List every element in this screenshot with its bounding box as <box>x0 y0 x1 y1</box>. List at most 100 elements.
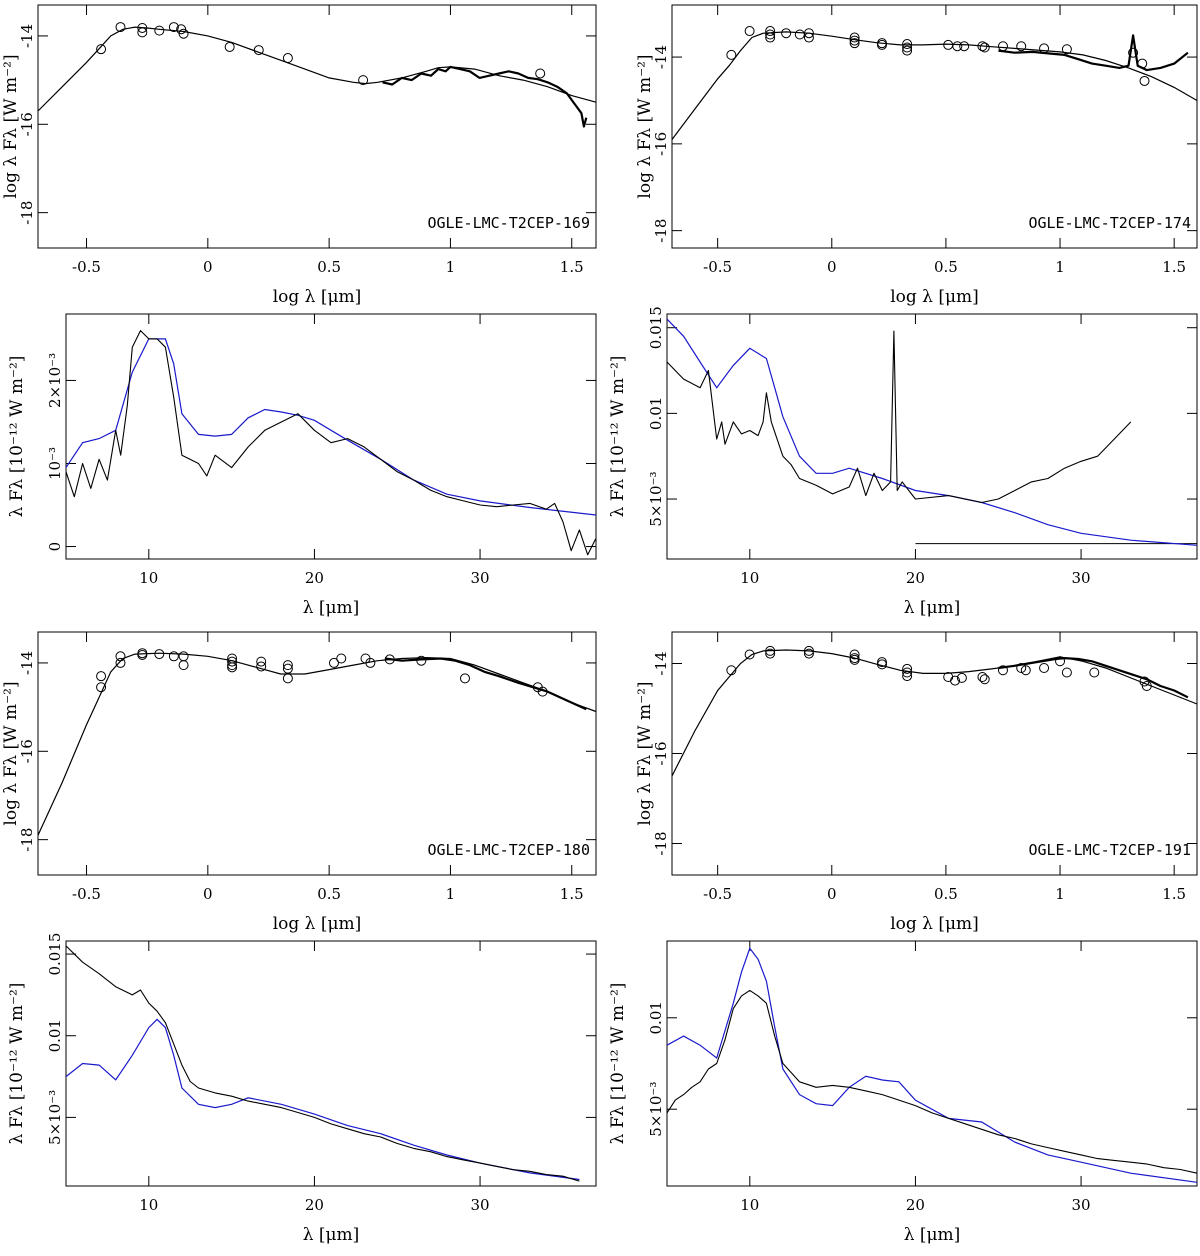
y-tick-label: 0.015 <box>46 933 64 976</box>
object-label: OGLE-LMC-T2CEP-169 <box>427 214 590 232</box>
series-spectrum <box>65 330 597 556</box>
x-tick-label: 1.5 <box>1162 258 1186 276</box>
x-tick-label: -0.5 <box>72 885 101 903</box>
y-tick-label: -14 <box>652 651 670 675</box>
y-axis-label: log λ Fλ [W m⁻²] <box>1 54 21 198</box>
photometry-point <box>537 686 548 697</box>
photometry-point <box>178 660 189 671</box>
photometry-point <box>168 651 179 662</box>
x-tick-label: 30 <box>1072 1196 1091 1214</box>
x-tick-label: 0 <box>827 258 837 276</box>
y-axis-label: log λ Fλ [W m⁻²] <box>635 681 655 825</box>
photometry-point <box>1139 676 1150 687</box>
series-spectrum <box>998 656 1189 699</box>
y-tick-label: 5×10⁻³ <box>647 1082 665 1137</box>
panel-sed-191: -0.5 0 0.5 1 1.5 -14 -16 -18 log λ [μm] log λ Fλ … <box>635 631 1198 934</box>
photometry-point <box>1137 58 1148 69</box>
photometry-point <box>282 673 293 684</box>
plot-frame <box>671 4 1198 249</box>
y-tick-label: -18 <box>652 831 670 855</box>
photometry-point <box>115 651 126 662</box>
photometry-point <box>849 35 860 46</box>
y-axis-label: λ Fλ [10⁻¹² W m⁻²] <box>608 356 628 518</box>
photometry-point <box>384 654 395 665</box>
y-axis-label: log λ Fλ [W m⁻²] <box>635 54 655 198</box>
photometry-point <box>137 22 148 33</box>
photometry-point <box>744 26 755 37</box>
photometry-point <box>416 655 427 666</box>
photometry-point <box>365 657 376 668</box>
plot-frame <box>65 940 597 1187</box>
photometry-point <box>943 672 954 682</box>
x-tick-label: 20 <box>305 569 324 587</box>
y-tick-label: 2×10⁻³ <box>46 353 64 408</box>
series-spectrum <box>666 330 1132 504</box>
y-axis-label: λ Fλ [10⁻¹² W m⁻²] <box>608 983 628 1145</box>
x-tick-label: 30 <box>471 569 490 587</box>
y-tick-label: -14 <box>18 24 36 48</box>
photometry-point <box>952 41 963 52</box>
photometry-point <box>154 649 165 660</box>
photometry-point <box>358 75 369 86</box>
photometry-point <box>877 39 887 50</box>
photometry-point <box>765 648 776 659</box>
y-tick-label: -14 <box>652 45 670 69</box>
photometry-point <box>96 44 107 55</box>
photometry-point <box>1061 44 1072 55</box>
y-tick-label: -16 <box>18 112 36 136</box>
x-axis-label: log λ [μm] <box>273 914 362 934</box>
photometry-point <box>849 32 860 43</box>
panel-irs-169: 10 20 30 0 10⁻³ 2×10⁻³ λ [μm] λ Fλ [10⁻¹² W m⁻²… <box>7 313 597 618</box>
y-tick-label: 0.015 <box>647 306 665 349</box>
panel-sed-174: -0.5 0 0.5 1 1.5 -14 -16 -18 log λ [μm] log λ Fλ … <box>635 4 1198 307</box>
photometry-point <box>336 653 347 664</box>
photometry-point <box>459 673 470 684</box>
photometry-point <box>979 42 990 53</box>
photometry-point <box>765 29 776 40</box>
series-spectrum <box>382 65 588 128</box>
photometry-point <box>803 645 814 656</box>
x-axis-label: log λ [μm] <box>273 287 362 307</box>
panel-irs-191: 10 20 30 5×10⁻³ 0.01 λ [μm] λ Fλ [10⁻¹² W m⁻²] <box>608 940 1198 1245</box>
photometry-point <box>328 657 339 668</box>
photometry-point <box>178 28 189 39</box>
y-axis-label: λ Fλ [10⁻¹² W m⁻²] <box>7 983 27 1145</box>
x-tick-label: 0 <box>203 258 213 276</box>
photometry-point <box>535 68 546 79</box>
y-tick-label: -18 <box>18 201 36 225</box>
y-tick-label: 0.01 <box>647 397 665 430</box>
photometry-point <box>154 25 165 36</box>
panel-sed-180: -0.5 0 0.5 1 1.5 -14 -16 -18 log λ [μm] log λ Fλ … <box>1 631 597 934</box>
x-axis-label: log λ [μm] <box>890 914 979 934</box>
x-tick-label: 1.5 <box>560 258 584 276</box>
photometry-point <box>902 667 913 678</box>
photometry-point <box>902 39 913 50</box>
x-tick-label: 1 <box>1055 258 1065 276</box>
photometry-point <box>803 32 814 43</box>
plot-frame <box>666 940 1198 1187</box>
series-model <box>666 947 1198 1183</box>
y-tick-label: -16 <box>18 739 36 763</box>
x-axis-label: λ [μm] <box>904 598 961 618</box>
object-label: OGLE-LMC-T2CEP-180 <box>427 841 590 859</box>
x-tick-label: 20 <box>305 1196 324 1214</box>
photometry-point <box>765 32 776 43</box>
photometry-point <box>282 53 293 64</box>
photometry-point <box>794 29 805 40</box>
photometry-point <box>744 649 755 660</box>
photometry-point <box>902 671 913 682</box>
photometry-point <box>1128 47 1139 58</box>
photometry-point <box>168 22 179 33</box>
x-tick-label: 0.5 <box>934 885 958 903</box>
series-model <box>666 318 1198 546</box>
panel-irs-180: 10 20 30 5×10⁻³ 0.01 0.015 λ [μm] λ Fλ [10⁻¹² W… <box>7 933 597 1245</box>
y-axis-label: log λ Fλ [W m⁻²] <box>1 681 21 825</box>
x-axis-label: λ [μm] <box>904 1225 961 1245</box>
y-tick-label: 0.01 <box>46 1019 64 1052</box>
y-tick-label: -18 <box>652 219 670 243</box>
x-tick-label: 10 <box>740 569 759 587</box>
plot-frame <box>65 313 597 560</box>
photometry-point <box>943 39 954 50</box>
photometry-point <box>1039 663 1050 673</box>
